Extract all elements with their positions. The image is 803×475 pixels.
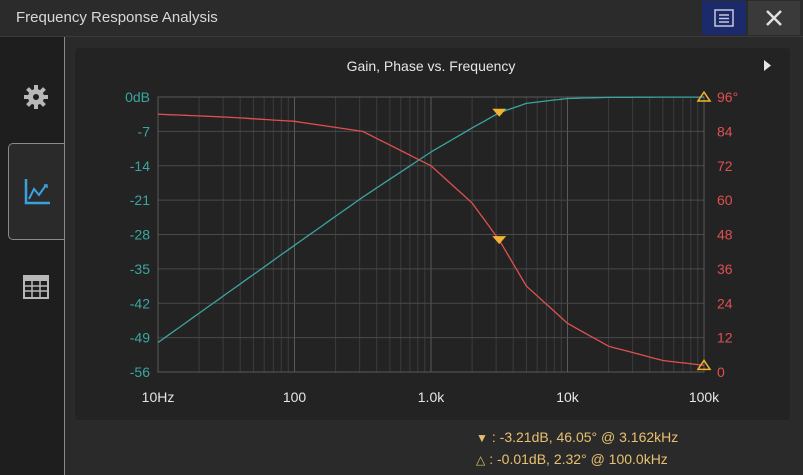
tab-chart[interactable]	[8, 143, 65, 240]
right-y-tick-label: 24	[717, 295, 733, 311]
right-y-tick-label: 12	[717, 330, 733, 346]
left-y-tick-label: -42	[130, 295, 150, 311]
marker-1-readout: ▼: -3.21dB, 46.05° @ 3.162kHz	[476, 429, 678, 445]
filled-down-triangle-icon: ▼	[476, 431, 488, 445]
x-tick-label: 10Hz	[142, 389, 175, 405]
x-tick-label: 10k	[556, 389, 580, 405]
right-y-tick-label: 84	[717, 123, 733, 139]
left-y-tick-label: -7	[138, 123, 151, 139]
window-title: Frequency Response Analysis	[16, 9, 218, 26]
markers-layer	[492, 90, 712, 371]
left-y-tick-label: 0dB	[125, 89, 150, 105]
line-chart-icon	[24, 178, 50, 204]
left-y-tick-label: -35	[130, 261, 150, 277]
left-y-tick-label: -56	[130, 364, 150, 380]
marker-1-gain	[492, 108, 507, 117]
gain-series-line	[157, 96, 705, 344]
menu-button[interactable]	[702, 1, 746, 35]
marker-2-text: -0.01dB, 2.32° @ 100.0kHz	[497, 451, 668, 467]
tab-table[interactable]	[8, 239, 64, 334]
marker-2-separator: :	[489, 451, 494, 467]
marker-1-phase	[492, 236, 507, 245]
marker-1-text: -3.21dB, 46.05° @ 3.162kHz	[499, 429, 679, 445]
x-tick-label: 1.0k	[418, 389, 445, 405]
right-y-tick-label: 0	[717, 364, 725, 380]
title-bar: Frequency Response Analysis	[0, 0, 803, 37]
axis-labels: 10Hz 100 1.0k 10k 100k 0dB -7 -14 -21 -28 -35 -42 -4…	[125, 89, 738, 405]
plot-area: Gain, Phase vs. Frequency 10Hz 100 1.0k 10k…	[75, 48, 790, 420]
hollow-up-triangle-icon: △	[476, 453, 486, 467]
right-y-tick-label: 96°	[717, 89, 738, 105]
left-y-tick-label: -28	[130, 227, 150, 243]
phase-series-line	[157, 113, 705, 367]
left-y-tick-label: -49	[130, 330, 150, 346]
marker-2-phase	[696, 359, 712, 371]
sidebar	[0, 37, 65, 475]
frequency-response-chart: Gain, Phase vs. Frequency 10Hz 100 1.0k 10k…	[125, 58, 771, 405]
chart-title: Gain, Phase vs. Frequency	[347, 58, 516, 74]
marker-2-readout: △: -0.01dB, 2.32° @ 100.0kHz	[476, 451, 668, 467]
plot-frame	[157, 96, 705, 373]
right-y-tick-label: 48	[717, 227, 733, 243]
right-y-tick-label: 60	[717, 192, 733, 208]
close-icon	[766, 10, 782, 26]
close-button[interactable]	[748, 1, 800, 35]
tab-settings[interactable]	[8, 49, 64, 144]
expand-arrow-icon[interactable]	[764, 60, 771, 71]
grid	[157, 96, 705, 373]
list-icon	[714, 9, 734, 27]
right-y-tick-label: 72	[717, 158, 733, 174]
marker-2-gain	[696, 90, 712, 102]
left-y-tick-label: -21	[130, 192, 150, 208]
table-icon	[23, 274, 49, 299]
marker-1-separator: :	[491, 429, 496, 445]
gear-icon	[24, 84, 48, 109]
left-y-tick-label: -14	[130, 158, 150, 174]
x-tick-label: 100k	[689, 389, 720, 405]
x-tick-label: 100	[283, 389, 307, 405]
right-y-tick-label: 36	[717, 261, 733, 277]
series-layer	[157, 96, 705, 367]
